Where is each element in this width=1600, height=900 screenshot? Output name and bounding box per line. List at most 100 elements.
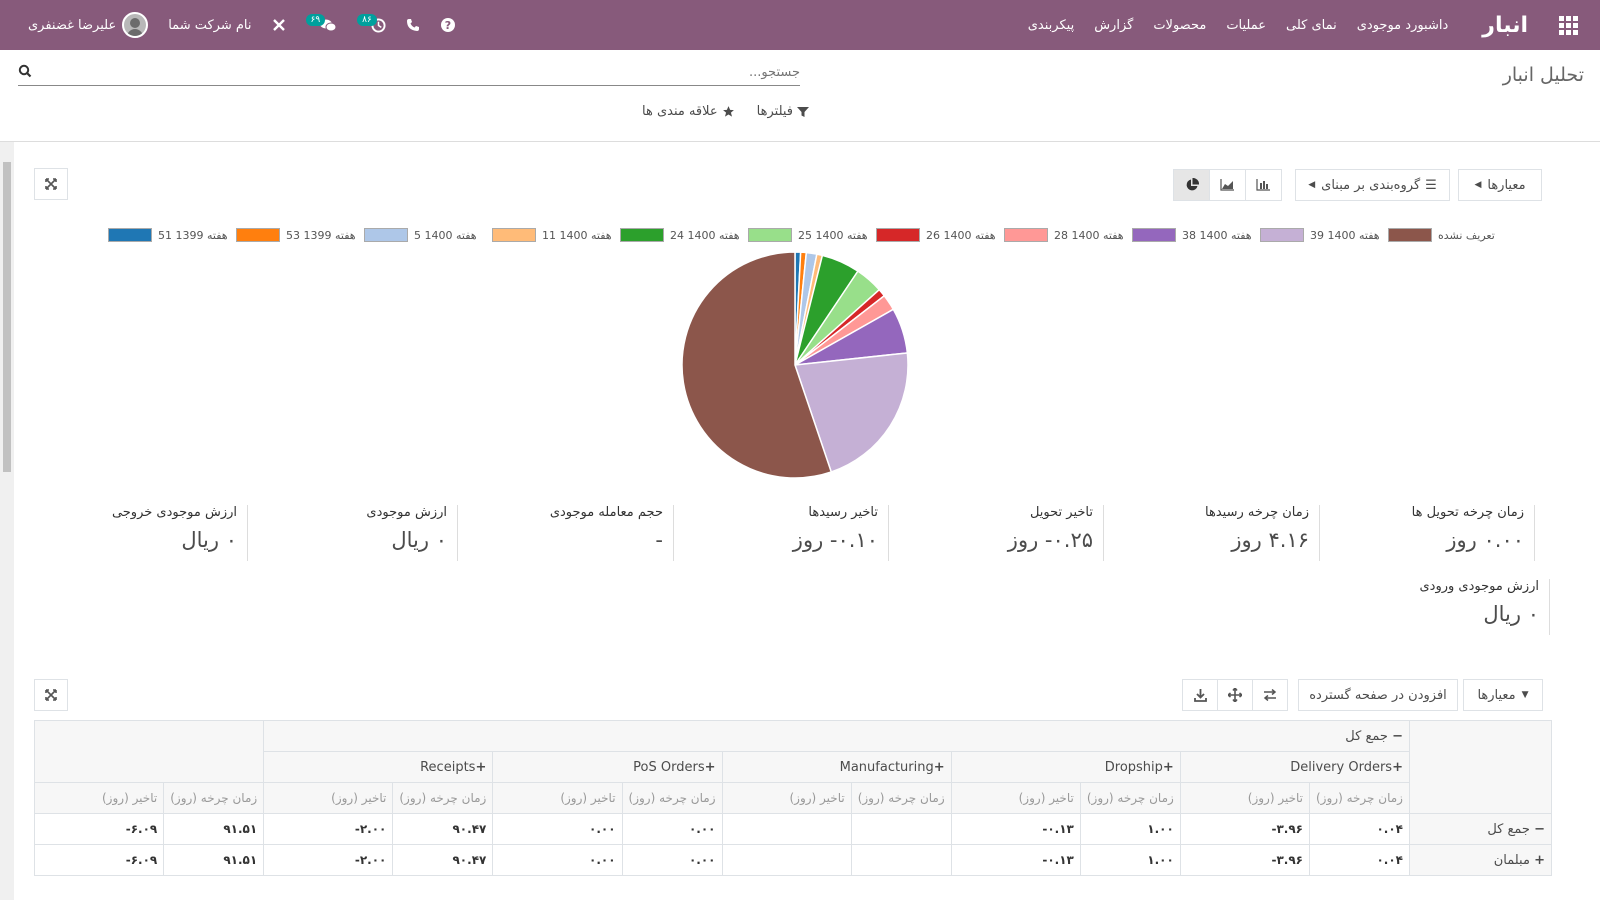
- expand-all-button[interactable]: [1217, 679, 1253, 711]
- kpi-stock-value[interactable]: ارزش موجودی ۰ ریال: [258, 505, 458, 561]
- legend-item[interactable]: هفته 1399 51: [108, 228, 228, 242]
- pivot-cell[interactable]: ۰.۰۰: [621, 844, 723, 876]
- pivot-cell[interactable]: [850, 844, 952, 876]
- filters-button[interactable]: فیلترها: [757, 104, 810, 119]
- pivot-group-delivery[interactable]: +Delivery Orders: [1179, 751, 1410, 783]
- activity-clock-icon[interactable]: ۸۶: [357, 14, 386, 33]
- bar-chart-button[interactable]: [1245, 169, 1282, 201]
- legend-item[interactable]: هفته 1400 39: [1260, 228, 1380, 242]
- measure-header[interactable]: تاخیر (روز): [950, 782, 1081, 814]
- search-icon[interactable]: [18, 64, 32, 78]
- graph-expand-button[interactable]: [34, 168, 68, 200]
- pivot-row-header[interactable]: + مبلمان: [1408, 844, 1553, 876]
- pivot-group-dropship[interactable]: +Dropship: [950, 751, 1181, 783]
- legend-item[interactable]: هفته 1400 25: [748, 228, 868, 242]
- scroll-thumb[interactable]: [3, 162, 11, 472]
- messages-icon[interactable]: ۶۹: [305, 14, 338, 33]
- kpi-incoming-value[interactable]: ارزش موجودی ورودی ۰ ریال: [1350, 579, 1550, 635]
- pivot-cell[interactable]: ۰.۱۳-: [950, 813, 1081, 845]
- menu-item-dashboard[interactable]: داشبورد موجودی: [1356, 17, 1449, 33]
- pivot-cell[interactable]: ۳.۹۶-: [1179, 844, 1311, 876]
- legend-item[interactable]: هفته 1400 24: [620, 228, 740, 242]
- flip-axis-button[interactable]: [1252, 679, 1288, 711]
- pivot-cell[interactable]: [721, 813, 852, 845]
- pivot-group-receipts[interactable]: +Receipts: [263, 751, 494, 783]
- pivot-cell[interactable]: ۰.۰۴: [1309, 844, 1410, 876]
- legend-item[interactable]: هفته 1400 28: [1004, 228, 1124, 242]
- kpi-receipt-cycle[interactable]: زمان چرخه رسیدها ۴.۱۶ روز: [1120, 505, 1320, 561]
- kpi-delivery-delay[interactable]: تاخیر تحویل ۰.۲۵- روز: [904, 505, 1104, 561]
- legend-item[interactable]: هفته 1400 5: [364, 228, 477, 242]
- line-chart-button[interactable]: [1209, 169, 1246, 201]
- pivot-cell[interactable]: ۰.۰۰: [492, 844, 623, 876]
- kpi-receipt-delay[interactable]: تاخیر رسیدها ۰.۱۰- روز: [689, 505, 889, 561]
- legend-item[interactable]: هفته 1400 38: [1132, 228, 1252, 242]
- pivot-cell[interactable]: [850, 813, 952, 845]
- pivot-cell[interactable]: ۶.۰۹-: [33, 844, 165, 876]
- measure-header[interactable]: زمان چرخه (روز): [1079, 782, 1181, 814]
- legend-item[interactable]: هفته 1400 11: [492, 228, 612, 242]
- pivot-cell[interactable]: ۹۱.۵۱: [163, 844, 265, 876]
- kpi-outgoing-value[interactable]: ارزش موجودی خروجی ۰ ریال: [48, 505, 248, 561]
- add-to-spreadsheet-button[interactable]: افزودن در صفحه گسترده: [1298, 679, 1458, 711]
- kpi-turnover[interactable]: حجم معامله موجودی -: [474, 505, 674, 561]
- measure-header[interactable]: تاخیر (روز): [263, 782, 394, 814]
- pivot-cell[interactable]: ۱.۰۰: [1079, 844, 1181, 876]
- pivot-cell[interactable]: [721, 844, 852, 876]
- menu-item-overview[interactable]: نمای کلی: [1286, 17, 1337, 33]
- pivot-cell[interactable]: ۰.۰۰: [492, 813, 623, 845]
- menu-item-operations[interactable]: عملیات: [1226, 17, 1267, 33]
- pivot-expand-button[interactable]: [34, 679, 68, 711]
- pivot-group-manufacturing[interactable]: +Manufacturing: [721, 751, 952, 783]
- menu-item-products[interactable]: محصولات: [1153, 17, 1207, 33]
- pivot-cell[interactable]: ۹۰.۴۷: [392, 813, 494, 845]
- search-input[interactable]: [60, 60, 800, 84]
- pivot-row-header[interactable]: − جمع کل: [1408, 813, 1553, 845]
- pivot-measures-button[interactable]: ▼ معیارها: [1463, 679, 1543, 711]
- pivot-cell[interactable]: ۱.۰۰: [1079, 813, 1181, 845]
- kpi-value: ۰.۱۰- روز: [792, 528, 878, 552]
- download-button[interactable]: [1182, 679, 1218, 711]
- measure-header[interactable]: زمان چرخه (روز): [392, 782, 494, 814]
- pivot-cell[interactable]: ۰.۱۳-: [950, 844, 1081, 876]
- pivot-cell[interactable]: ۲.۰۰-: [263, 844, 394, 876]
- app-brand[interactable]: انبار: [1482, 12, 1528, 38]
- apps-menu-icon[interactable]: [1536, 0, 1600, 50]
- scrollbar[interactable]: [0, 142, 14, 900]
- measure-header[interactable]: تاخیر (روز): [492, 782, 623, 814]
- graph-measures-button[interactable]: معیارها ◀: [1458, 169, 1542, 201]
- user-menu[interactable]: علیرضا غضنفری: [28, 12, 149, 38]
- kpi-delivery-cycle[interactable]: زمان چرخه تحویل ها ۰.۰۰ روز: [1335, 505, 1535, 561]
- measure-header[interactable]: زمان چرخه (روز): [163, 782, 265, 814]
- pie-slice[interactable]: [793, 352, 909, 473]
- pivot-cell[interactable]: ۰.۰۰: [621, 813, 723, 845]
- pivot-cell[interactable]: ۶.۰۹-: [33, 813, 165, 845]
- pivot-cell[interactable]: ۹۰.۴۷: [392, 844, 494, 876]
- pie-slice[interactable]: [681, 251, 833, 479]
- group-by-button[interactable]: ☰ گروه‌بندی بر مبنای ◀: [1295, 169, 1450, 201]
- favorites-button[interactable]: علاقه مندی ها: [642, 104, 735, 119]
- menu-item-configuration[interactable]: پیکربندی: [1027, 17, 1075, 33]
- measure-header[interactable]: زمان چرخه (روز): [850, 782, 952, 814]
- menu-item-reporting[interactable]: گزارش: [1094, 17, 1134, 33]
- pivot-cell[interactable]: ۰.۰۴: [1309, 813, 1410, 845]
- help-icon[interactable]: ?: [440, 17, 456, 33]
- measure-header[interactable]: تاخیر (روز): [721, 782, 852, 814]
- measure-header[interactable]: زمان چرخه (روز): [621, 782, 723, 814]
- legend-item[interactable]: تعریف نشده: [1388, 228, 1495, 242]
- measure-header[interactable]: تاخیر (روز): [1179, 782, 1311, 814]
- pivot-group-pos[interactable]: +PoS Orders: [492, 751, 723, 783]
- legend-item[interactable]: هفته 1399 53: [236, 228, 356, 242]
- pivot-header-total[interactable]: − جمع کل: [263, 720, 1410, 752]
- pie-chart-button[interactable]: [1173, 169, 1210, 201]
- measure-header[interactable]: تاخیر (روز): [33, 782, 165, 814]
- company-switcher[interactable]: نام شرکت شما: [168, 17, 252, 33]
- debug-tools-icon[interactable]: [272, 18, 286, 32]
- pivot-cell[interactable]: ۲.۰۰-: [263, 813, 394, 845]
- legend-item[interactable]: هفته 1400 26: [876, 228, 996, 242]
- phone-icon[interactable]: [406, 18, 420, 32]
- pivot-cell[interactable]: ۹۱.۵۱: [163, 813, 265, 845]
- graph-measures-label: معیارها: [1487, 177, 1526, 193]
- pivot-cell[interactable]: ۳.۹۶-: [1179, 813, 1311, 845]
- measure-header[interactable]: زمان چرخه (روز): [1309, 782, 1410, 814]
